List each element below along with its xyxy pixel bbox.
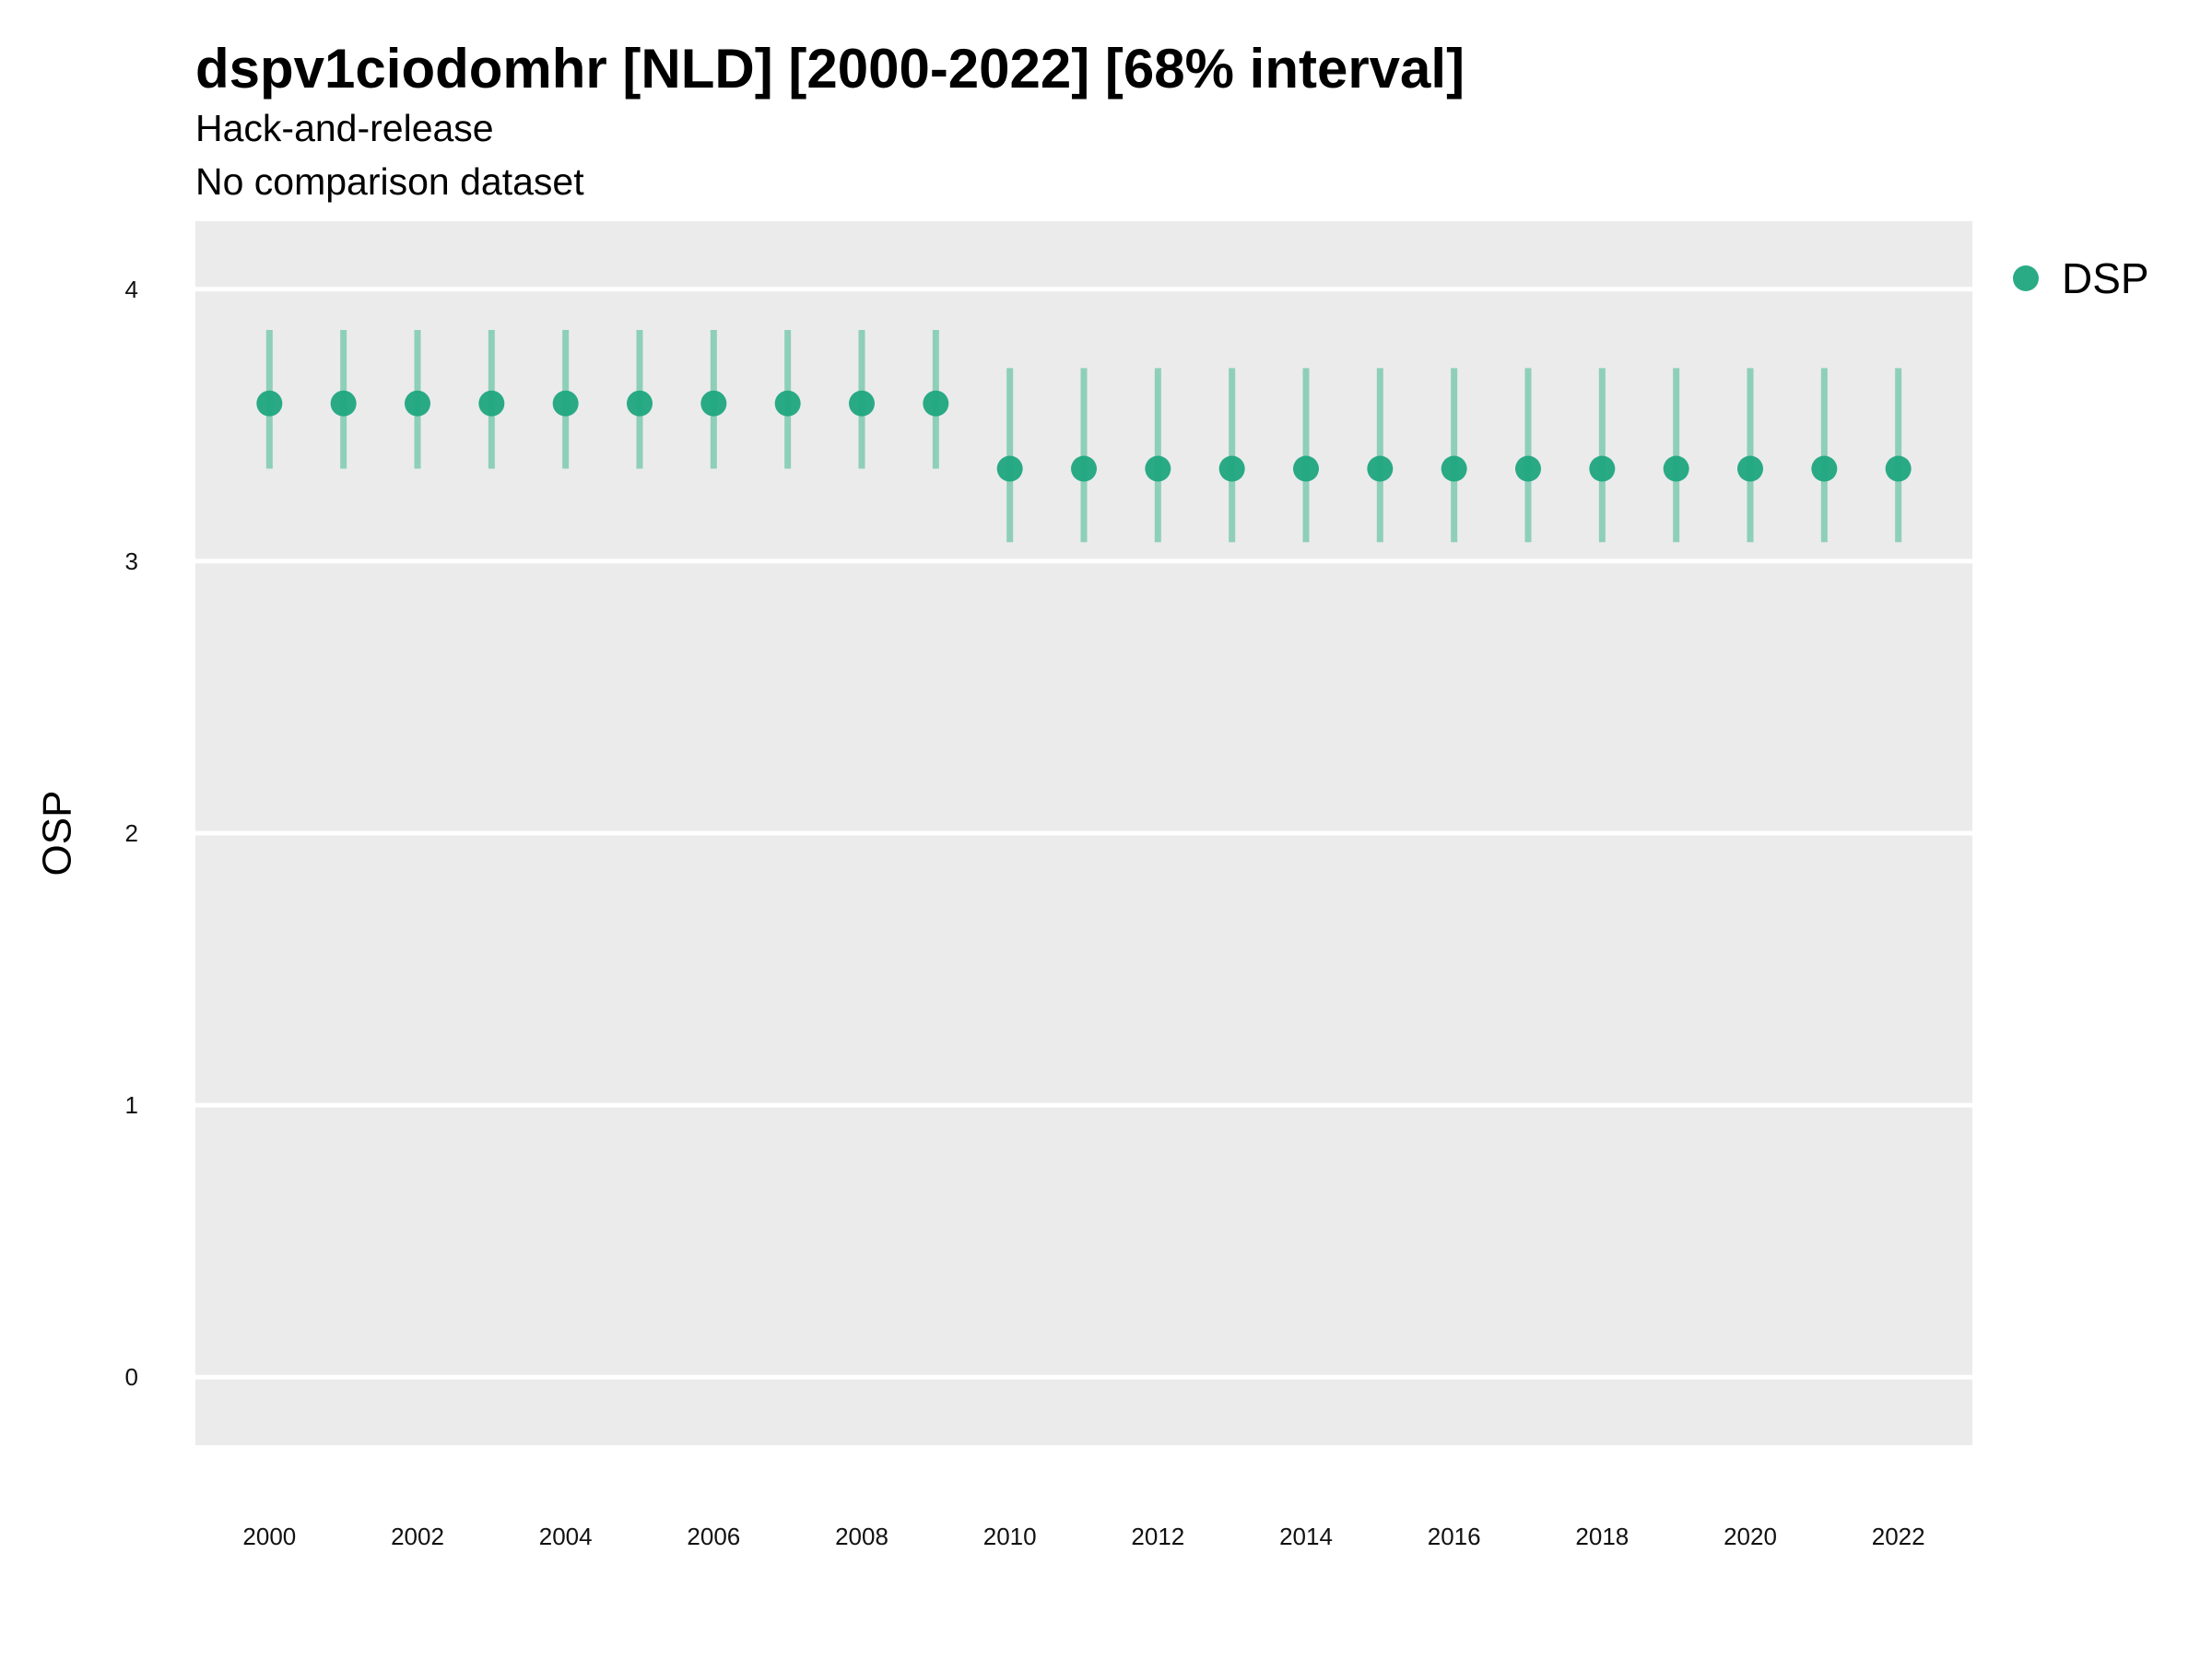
x-tick-label-2010: 2010 <box>983 1523 1037 1550</box>
x-tick-label-2012: 2012 <box>1131 1523 1184 1550</box>
point-2004 <box>552 390 579 417</box>
y-tick-label-2: 2 <box>125 819 138 847</box>
legend-label-dsp: DSP <box>2062 254 2149 302</box>
chart-subtitle-2: No comparison dataset <box>195 160 584 203</box>
point-2001 <box>330 390 357 417</box>
x-tick-label-2002: 2002 <box>391 1523 444 1550</box>
x-tick-label-2022: 2022 <box>1872 1523 1925 1550</box>
chart-title: dspv1ciodomhr [NLD] [2000-2022] [68% int… <box>195 38 1465 100</box>
point-2013 <box>1218 455 1245 482</box>
y-axis-title: OSP <box>35 791 80 877</box>
point-2012 <box>1145 455 1171 482</box>
point-2002 <box>405 390 430 417</box>
x-tick-label-2006: 2006 <box>687 1523 740 1550</box>
x-tick-label-2016: 2016 <box>1428 1523 1481 1550</box>
point-2015 <box>1367 455 1394 482</box>
point-2017 <box>1515 455 1541 482</box>
x-tick-label-2020: 2020 <box>1724 1523 1777 1550</box>
x-tick-label-2004: 2004 <box>539 1523 593 1550</box>
point-2018 <box>1589 455 1616 482</box>
point-2009 <box>923 390 949 417</box>
point-2016 <box>1441 455 1467 482</box>
y-tick-label-4: 4 <box>125 276 138 303</box>
gridlines <box>195 287 1972 1380</box>
legend: DSP <box>2013 254 2149 302</box>
y-tick-label-0: 0 <box>125 1363 138 1391</box>
x-tick-labels: 2000 2002 2004 2006 2008 2010 2012 2014 2016 2018… <box>242 1523 1924 1550</box>
point-2003 <box>478 390 505 417</box>
point-2008 <box>849 390 875 417</box>
x-tick-label-2014: 2014 <box>1279 1523 1333 1550</box>
x-tick-label-2008: 2008 <box>835 1523 888 1550</box>
point-2011 <box>1071 455 1097 482</box>
point-2022 <box>1885 455 1912 482</box>
y-tick-label-1: 1 <box>125 1091 138 1119</box>
y-tick-labels: 0 1 2 3 4 <box>125 276 138 1391</box>
point-2007 <box>774 390 801 417</box>
legend-key-dsp <box>2013 265 2039 291</box>
point-2010 <box>996 455 1023 482</box>
data-points <box>256 390 1912 482</box>
point-2019 <box>1663 455 1689 482</box>
x-tick-label-2018: 2018 <box>1575 1523 1629 1550</box>
point-2005 <box>627 390 653 417</box>
point-2014 <box>1293 455 1319 482</box>
point-2000 <box>256 390 283 417</box>
point-2006 <box>700 390 727 417</box>
x-tick-label-2000: 2000 <box>242 1523 296 1550</box>
chart-subtitle-1: Hack-and-release <box>195 107 494 149</box>
point-2020 <box>1737 455 1763 482</box>
point-2021 <box>1811 455 1838 482</box>
y-tick-label-3: 3 <box>125 547 138 575</box>
